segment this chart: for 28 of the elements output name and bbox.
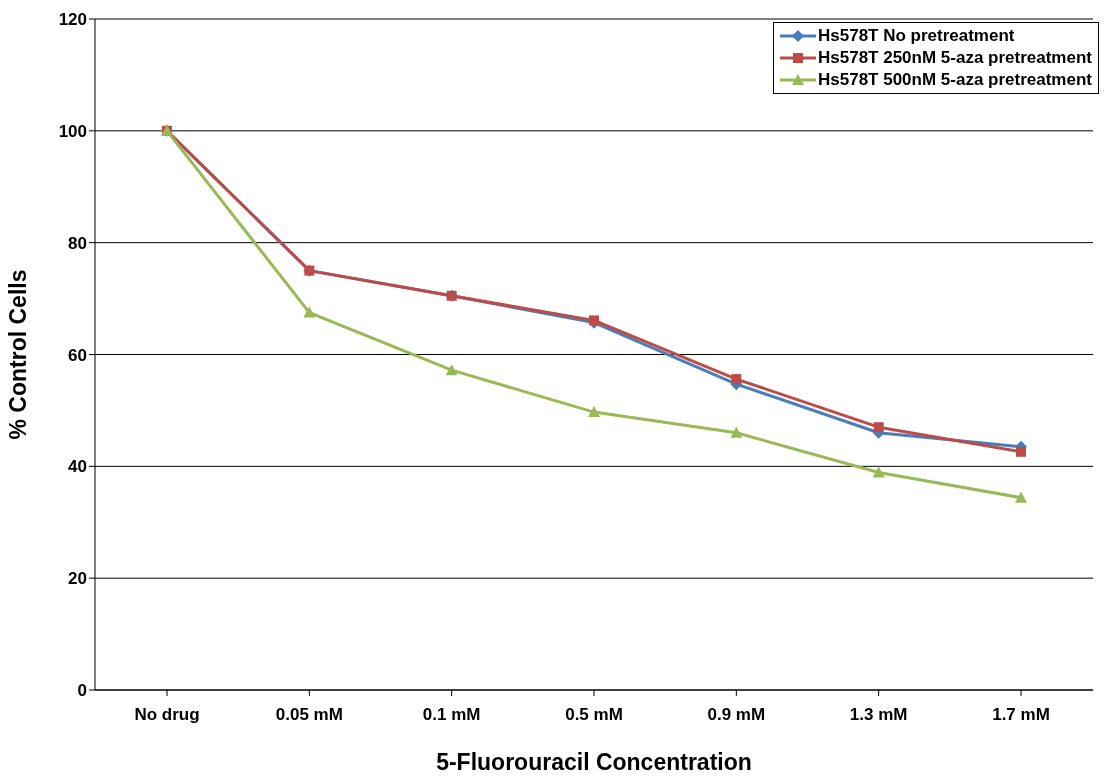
point	[873, 422, 884, 433]
point	[303, 306, 316, 318]
x-tick-label: 1.3 mM	[849, 705, 908, 725]
y-tick-label: 80	[68, 233, 87, 253]
x-tick-label: 0.5 mM	[565, 705, 623, 725]
y-tick-label: 120	[58, 10, 87, 30]
y-tick-label: 60	[68, 345, 87, 365]
point	[588, 406, 600, 418]
x-tick-label: 0.05 mM	[275, 705, 343, 725]
y-tick-label: 40	[68, 457, 87, 477]
point	[872, 466, 885, 478]
y-tick-label: 0	[77, 681, 87, 701]
x-tick-label: No drug	[134, 705, 200, 725]
legend-label: Hs578T No pretreatment	[817, 25, 1015, 47]
x-tick-label: 0.9 mM	[707, 705, 766, 725]
legend-label: Hs578T 250nM 5-aza pretreatment	[817, 47, 1092, 69]
legend-label: Hs578T 500nM 5-aza pretreatment	[817, 69, 1092, 91]
y-axis-title: % Control Cells	[5, 269, 32, 440]
x-tick-label: 0.1 mM	[422, 705, 481, 725]
y-tick-label: 20	[68, 569, 87, 589]
x-axis-title: 5-Fluorouracil Concentration	[436, 749, 752, 775]
point	[1016, 446, 1026, 457]
point	[730, 426, 743, 438]
point	[731, 374, 742, 385]
y-tick-label: 100	[58, 121, 87, 141]
point	[445, 364, 458, 376]
x-tick-label: 1.7 mM	[992, 705, 1050, 725]
point	[1015, 491, 1027, 503]
